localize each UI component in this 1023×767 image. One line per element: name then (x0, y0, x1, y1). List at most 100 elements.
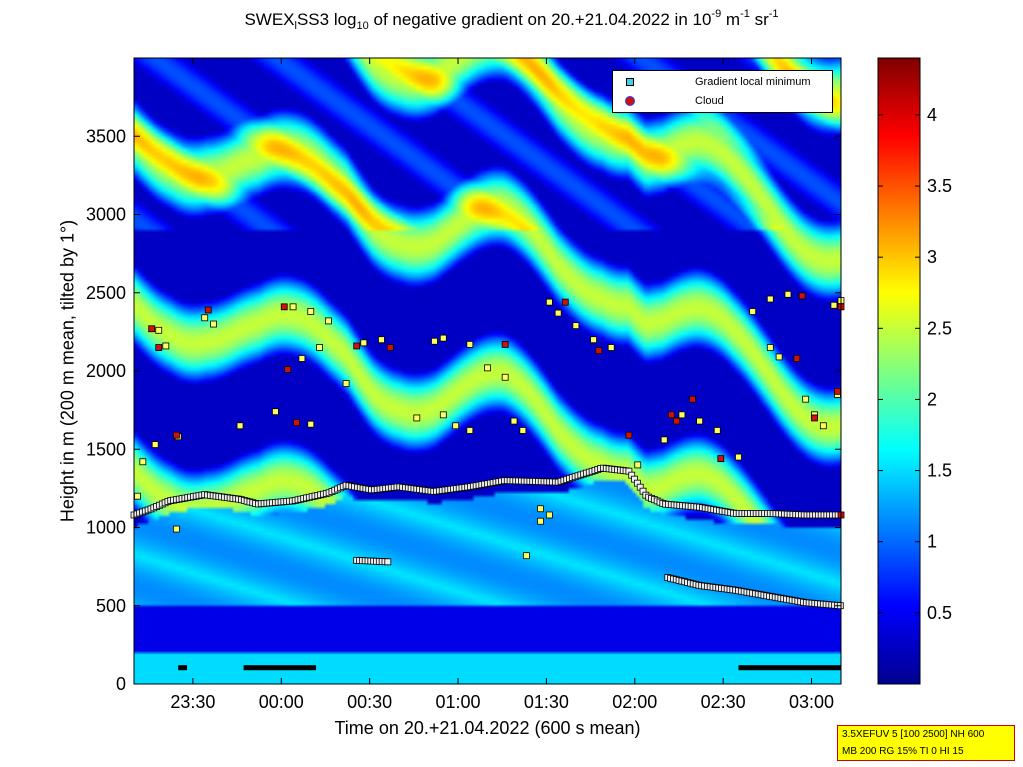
gradient-minimum-marker (210, 320, 217, 328)
colorbar-tick-label: 4 (927, 105, 937, 125)
cloud-marker (561, 298, 569, 306)
bottom-band-segment (178, 665, 188, 671)
gradient-minimum-marker (201, 314, 209, 322)
gradient-minimum-marker (289, 303, 297, 311)
gradient-minimum-marker (484, 364, 491, 372)
colorbar-tick-label: 2.5 (927, 318, 952, 338)
x-tick-label: 01:30 (524, 692, 569, 712)
legend-label-minimum: Gradient local minimum (695, 76, 811, 88)
gradient-minimum-marker (766, 295, 774, 303)
gradient-minimum-marker (830, 301, 838, 309)
colorbar-tick-label: 2 (927, 389, 937, 409)
x-axis-label: Time on 20.+21.04.2022 (600 s mean) (334, 718, 641, 738)
square-marker-icon (626, 78, 634, 86)
gradient-minimum-marker (173, 525, 180, 533)
y-axis-label: Height in m (200 m mean, tilted by 1°) (57, 219, 78, 523)
bottom-band (178, 665, 841, 671)
cloud-marker (793, 355, 801, 362)
gradient-minimum-marker (466, 427, 474, 434)
gradient-minimum-marker (378, 336, 385, 344)
info-line-2: MB 200 RG 15% TI 0 HI 15 (842, 746, 964, 757)
gradient-minimum-marker (537, 517, 544, 525)
gradient-minimum-marker (271, 408, 279, 416)
gradient-minimum-marker (766, 344, 774, 351)
settings-info-box: 3.5XEFUV 5 [100 2500] NH 600 MB 200 RG 1… (837, 725, 1015, 761)
colorbar-tick-label: 3.5 (927, 176, 952, 196)
y-tick-label: 500 (96, 596, 126, 616)
gradient-minimum-marker (413, 414, 421, 422)
cloud-marker (717, 455, 725, 463)
gradient-minimum-marker (155, 326, 163, 334)
gradient-minimum-marker (802, 395, 810, 403)
gradient-minimum-marker (139, 458, 147, 466)
y-axis: 0 500 1000 1500 2000 2500 3000 3500 (86, 126, 841, 694)
gradient-minimum-marker (501, 373, 509, 381)
gradient-minimum-marker (510, 417, 518, 425)
gradient-minimum-marker (316, 344, 323, 351)
gradient-minimum-marker (784, 290, 792, 298)
gradient-minimum-marker (749, 308, 757, 315)
x-tick-label: 23:30 (170, 692, 215, 712)
gradient-minimum-marker (162, 342, 170, 350)
y-tick-label: 3500 (86, 126, 126, 146)
gradient-minimum-marker (590, 336, 597, 344)
cloud-marker (353, 342, 361, 350)
gradient-minimum-marker (545, 298, 553, 306)
gradient-minimum-marker (572, 322, 580, 330)
gradient-minimum-marker (236, 422, 244, 430)
gradient-minimum-marker (439, 334, 447, 342)
gradient-minimum-marker (713, 427, 721, 434)
gradient-minimum-marker (325, 317, 332, 325)
gradient-minimum-marker (151, 441, 159, 448)
cloud-marker (625, 431, 633, 439)
x-tick-label: 00:00 (259, 692, 304, 712)
cloud-marker (798, 292, 806, 300)
cloud-marker (834, 387, 841, 395)
y-tick-label: 1000 (86, 518, 126, 538)
colorbar-tick-label: 1.5 (927, 461, 952, 481)
bottom-band-segment (738, 665, 841, 671)
gradient-minimum-marker (607, 344, 615, 351)
gradient-minimum-marker (307, 420, 315, 428)
gradient-minimum-marker (537, 505, 544, 513)
gradient-minimum-marker (360, 339, 368, 347)
circle-marker-icon (625, 96, 635, 106)
x-tick-label: 02:00 (612, 692, 657, 712)
cloud-marker (284, 366, 292, 373)
colorbar-axis: 0.5 1 1.5 2 2.5 3 3.5 4 (878, 105, 952, 623)
gradient-minimum-marker (307, 308, 315, 315)
info-line-1: 3.5XEFUV 5 [100 2500] NH 600 (842, 729, 985, 740)
legend-item-cloud: Cloud (613, 92, 724, 110)
gradient-minimum-marker (735, 453, 742, 461)
cloud-marker (293, 419, 301, 427)
bottom-band-segment (243, 665, 317, 671)
gradient-minimum-marker (554, 309, 562, 317)
gradient-minimum-marker (545, 511, 553, 519)
gradient-minimum-marker (342, 380, 350, 387)
colorbar-tick-label: 0.5 (927, 603, 952, 623)
gradient-minimum-marker (819, 422, 827, 430)
colorbar (877, 57, 921, 685)
cloud-marker (155, 344, 163, 351)
cloud-marker (689, 395, 696, 403)
colorbar-tick-label: 3 (927, 247, 937, 267)
cloud-marker (811, 414, 818, 422)
gradient-minimum-marker (522, 552, 530, 560)
gradient-minimum-marker (466, 340, 474, 348)
x-tick-label: 01:00 (436, 692, 481, 712)
legend-item-minimum: Gradient local minimum (613, 73, 811, 91)
gradient-minimum-marker (134, 492, 141, 500)
marker-layer (130, 290, 845, 610)
gradient-minimum-marker (298, 355, 306, 362)
legend-label-cloud: Cloud (695, 95, 724, 107)
cloud-marker (673, 417, 681, 425)
x-axis: 23:30 00:00 00:30 01:00 01:30 02:00 02:30 03:00 (170, 58, 834, 712)
gradient-minimum-marker (452, 422, 460, 430)
cloud-marker (386, 344, 394, 351)
cloud-marker (667, 411, 675, 419)
gradient-minimum-marker (431, 337, 438, 345)
y-tick-label: 2500 (86, 283, 126, 303)
cloud-marker (501, 340, 509, 348)
cloud-marker (204, 306, 212, 314)
cloud-marker (280, 303, 288, 311)
